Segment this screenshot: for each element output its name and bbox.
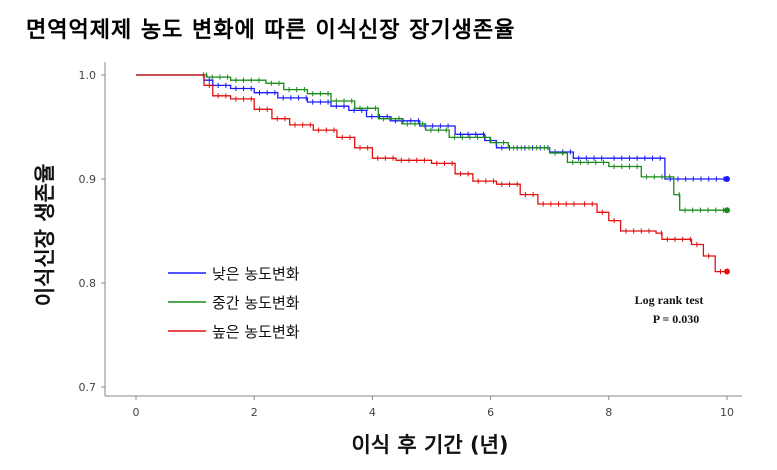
series-end-marker-3 [724,268,730,275]
series-layer [136,72,730,275]
censor-marks-1 [208,77,725,182]
y-axis-title: 이식신장 생존율 [33,164,57,307]
series-line-2 [136,74,727,211]
series-end-marker-1 [724,176,730,182]
x-tick-label: 0 [133,406,140,419]
x-tick-label: 4 [369,406,376,419]
annotation-p-value: P = 0.030 [653,312,700,326]
censor-marks-2 [205,72,724,213]
x-tick-label: 8 [605,406,612,419]
series-line-1 [136,74,727,180]
x-tick-label: 2 [251,406,258,419]
series-line-3 [136,74,727,273]
censor-marks-3 [202,72,721,275]
legend-label-2: 중간 농도변화 [212,294,300,312]
y-tick-label: 0.9 [79,173,97,186]
x-tick-label: 6 [487,406,494,419]
x-axis-title: 이식 후 기간 (년) [351,433,508,457]
annotation-test-name: Log rank test [635,293,704,307]
series-end-marker-2 [724,207,730,214]
y-tick-label: 1.0 [79,69,97,82]
y-tick-label: 0.8 [79,277,97,290]
x-tick-label: 10 [720,406,734,419]
axes: 0.7 0.8 0.9 1.0 0 2 4 6 8 10 [79,62,742,419]
chart-title: 면역억제제 농도 변화에 따른 이식신장 장기생존율 [26,18,516,43]
legend-label-3: 높은 농도변화 [212,323,300,341]
legend-label-1: 낮은 농도변화 [212,265,300,283]
y-tick-label: 0.7 [79,381,97,394]
